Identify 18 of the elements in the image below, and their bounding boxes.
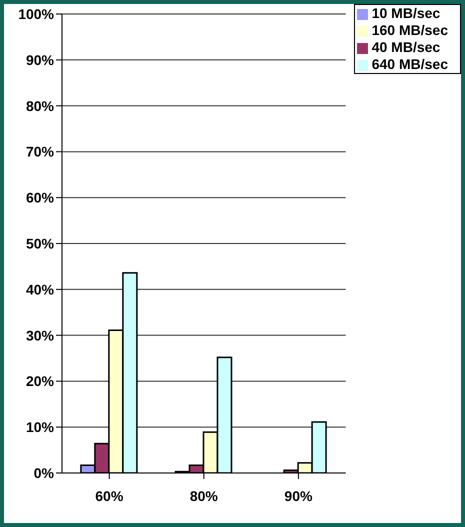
y-tick-label: 80%: [26, 98, 55, 114]
y-tick-label: 50%: [26, 235, 55, 252]
legend-label: 640 MB/sec: [372, 56, 448, 72]
x-tick-label: 90%: [284, 488, 313, 504]
legend-label: 160 MB/sec: [372, 22, 448, 38]
legend-label: 10 MB/sec: [372, 5, 440, 21]
y-tick-label: 20%: [26, 373, 55, 390]
y-tick-label: 10%: [26, 419, 55, 436]
y-tick-label: 70%: [26, 144, 55, 160]
legend-label: 40 MB/sec: [372, 39, 440, 55]
y-tick-label: 100%: [18, 6, 55, 22]
y-tick-label: 90%: [26, 52, 55, 68]
y-tick-label: 60%: [26, 190, 55, 206]
x-tick-label: 60%: [95, 488, 124, 504]
y-tick-label: 0%: [34, 464, 55, 481]
x-tick-label: 80%: [190, 488, 218, 504]
y-tick-label: 40%: [26, 281, 55, 298]
y-tick-label: 30%: [26, 327, 55, 344]
